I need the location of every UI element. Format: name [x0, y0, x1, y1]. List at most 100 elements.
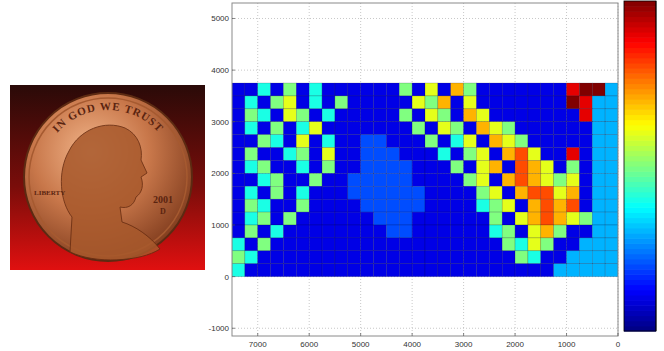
heat-cell: [412, 186, 425, 199]
heat-cell: [399, 225, 412, 238]
heat-cell: [425, 109, 438, 122]
tick-label-y: 3000: [211, 118, 229, 127]
heat-cell: [374, 109, 387, 122]
heat-cell: [271, 225, 284, 238]
heat-cell: [283, 148, 296, 161]
heat-cell: [554, 264, 567, 277]
heat-cell: [322, 109, 335, 122]
heat-cell: [515, 160, 528, 173]
heat-cell: [399, 251, 412, 264]
heat-cell: [515, 238, 528, 251]
colorbar-step: [624, 187, 656, 193]
heat-cell: [322, 135, 335, 148]
heat-cell: [258, 83, 271, 96]
heat-cell: [399, 96, 412, 109]
colorbar-step: [624, 63, 656, 69]
heat-cell: [502, 160, 515, 173]
heat-cell: [476, 148, 489, 161]
heat-cell: [605, 109, 618, 122]
heat-cell: [374, 225, 387, 238]
heat-cell: [335, 83, 348, 96]
heat-cell: [605, 186, 618, 199]
colorbar-step: [624, 259, 656, 265]
heat-cell: [567, 199, 580, 212]
tick-label-x: 4000: [403, 340, 421, 349]
heat-cell: [232, 148, 245, 161]
heat-cell: [579, 212, 592, 225]
heat-cell: [451, 199, 464, 212]
heat-cell: [361, 199, 374, 212]
tick-label-x: 3000: [455, 340, 473, 349]
heat-cell: [567, 148, 580, 161]
heat-cell: [322, 83, 335, 96]
heat-cell: [258, 160, 271, 173]
heat-cell: [245, 148, 258, 161]
heat-cell: [271, 212, 284, 225]
heat-cell: [335, 135, 348, 148]
heat-cell: [502, 212, 515, 225]
heat-cell: [451, 83, 464, 96]
heat-cell: [399, 199, 412, 212]
colorbar-step: [624, 290, 656, 296]
heat-cell: [451, 96, 464, 109]
heat-cell: [412, 109, 425, 122]
heat-cell: [386, 173, 399, 186]
heat-cell: [592, 83, 605, 96]
heat-cell: [386, 122, 399, 135]
colorbar-step: [624, 73, 656, 79]
colorbar-step: [624, 212, 656, 218]
heat-cell: [592, 160, 605, 173]
heat-cell: [322, 225, 335, 238]
heat-cell: [322, 238, 335, 251]
tick-label-x: 1000: [558, 340, 576, 349]
colorbar: [624, 1, 656, 332]
heat-cell: [476, 122, 489, 135]
heat-cell: [271, 199, 284, 212]
colorbar-step: [624, 321, 656, 327]
heat-cell: [412, 173, 425, 186]
heat-cell: [579, 83, 592, 96]
heat-cell: [412, 238, 425, 251]
heat-cell: [386, 251, 399, 264]
heat-cell: [283, 238, 296, 251]
heat-cell: [554, 148, 567, 161]
colorbar-step: [624, 145, 656, 151]
heat-cell: [386, 264, 399, 277]
heat-cell: [348, 109, 361, 122]
tick-x: [566, 333, 567, 336]
heat-cell: [348, 135, 361, 148]
heat-cell: [412, 83, 425, 96]
heat-cell: [374, 212, 387, 225]
colorbar-step: [624, 197, 656, 203]
tick-y: [232, 18, 235, 19]
heat-cell: [567, 225, 580, 238]
colorbar-step: [624, 316, 656, 322]
heat-cell: [296, 212, 309, 225]
heat-cell: [309, 173, 322, 186]
heat-cell: [322, 264, 335, 277]
heat-cell: [554, 160, 567, 173]
heat-cell: [502, 173, 515, 186]
ticks: 70006000500040003000200010000-1000010002…: [209, 14, 621, 349]
heat-cell: [489, 109, 502, 122]
portrait: [61, 125, 160, 260]
heat-cell: [592, 212, 605, 225]
heat-cell: [528, 160, 541, 173]
colorbar-step: [624, 176, 656, 182]
heat-cell: [258, 96, 271, 109]
heat-cell: [502, 186, 515, 199]
heat-cell: [283, 135, 296, 148]
heat-cell: [528, 225, 541, 238]
heat-cell: [283, 186, 296, 199]
colorbar-step: [624, 269, 656, 275]
heat-cell: [283, 199, 296, 212]
colorbar-step: [624, 37, 656, 43]
colorbar-step: [624, 6, 656, 12]
heat-cell: [528, 264, 541, 277]
heat-cell: [245, 122, 258, 135]
colorbar-step: [624, 78, 656, 84]
heat-cell: [232, 173, 245, 186]
heat-cell: [348, 251, 361, 264]
heat-cell: [451, 251, 464, 264]
heat-cell: [476, 135, 489, 148]
